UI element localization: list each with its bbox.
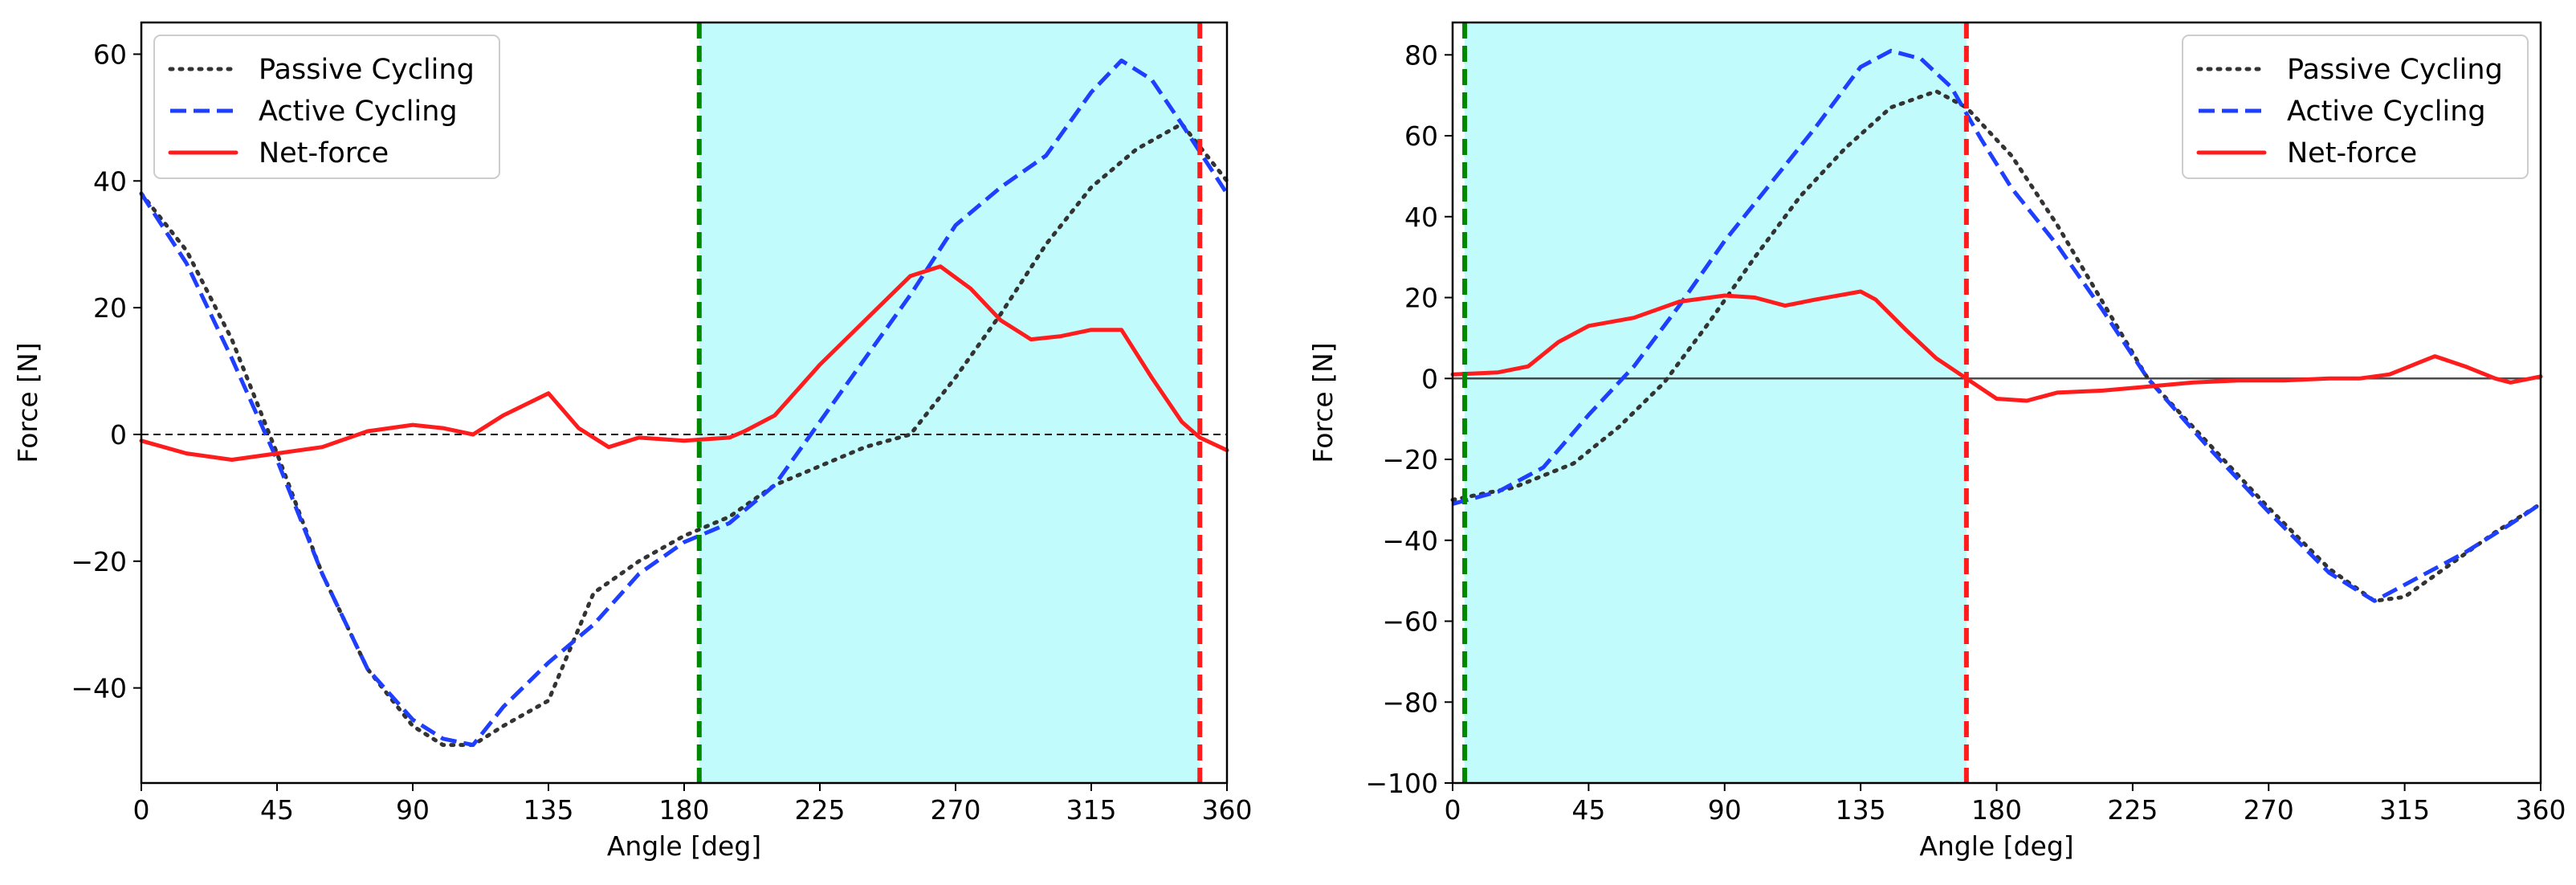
left-legend-label: Net-force	[259, 137, 389, 169]
right-x-tick-label: 225	[2107, 794, 2158, 826]
right-y-tick-label: −60	[1382, 606, 1438, 638]
left-x-tick-label: 0	[133, 794, 150, 826]
left-legend-label: Active Cycling	[259, 96, 458, 128]
right-x-tick-label: 0	[1445, 794, 1461, 826]
left-chart: 0 45 90 135 180 225 270 315 360 −40 −20 0 20 40 60 Angl…	[12, 21, 1253, 862]
right-x-tick-label: 135	[1836, 794, 1886, 826]
right-legend-box	[2182, 35, 2529, 179]
right-x-tick-label: 45	[1571, 794, 1605, 826]
right-chart: 0 45 90 135 180 225 270 315 360 −100 −80 −60 −40 −20 0…	[1307, 21, 2566, 862]
left-y-axis-title: Force [N]	[12, 342, 43, 463]
right-x-tick-label: 90	[1708, 794, 1742, 826]
left-x-axis-title: Angle [deg]	[607, 830, 761, 862]
right-series-net-line	[1450, 289, 2543, 403]
right-y-tick-label: 20	[1404, 283, 1438, 314]
left-x-tick-label: 315	[1066, 794, 1117, 826]
left-x-tick-label: 360	[1202, 794, 1253, 826]
left-x-tick-label: 270	[931, 794, 981, 826]
left-series-active-line	[139, 58, 1229, 748]
right-legend-label: Active Cycling	[2287, 96, 2486, 128]
left-x-tick-label: 45	[260, 794, 294, 826]
right-y-tick-label: −20	[1382, 444, 1438, 475]
left-series-net-line	[139, 264, 1229, 462]
left-legend-box	[153, 35, 500, 179]
left-legend-label: Passive Cycling	[259, 54, 475, 86]
right-shaded-region	[1465, 22, 1967, 783]
right-legend-label: Net-force	[2287, 137, 2417, 169]
left-shaded-region	[699, 22, 1200, 783]
right-y-tick-label: −80	[1382, 687, 1438, 718]
left-x-tick-label: 135	[524, 794, 574, 826]
left-legend: Passive Cycling Active Cycling Net-force	[153, 35, 500, 179]
right-series-active-line	[1452, 48, 2542, 603]
left-y-tick-label: 40	[93, 165, 127, 197]
right-x-tick-label: 180	[1971, 794, 2022, 826]
right-y-tick-label: −100	[1365, 768, 1438, 799]
left-y-tick-label: −40	[71, 673, 127, 704]
left-y-tick-label: −20	[71, 546, 127, 577]
right-series-passive-line	[1450, 89, 2543, 603]
right-legend-label: Passive Cycling	[2287, 54, 2503, 86]
right-y-axis-title: Force [N]	[1307, 342, 1339, 463]
left-x-tick-label: 90	[396, 794, 430, 826]
left-series-passive-line	[139, 121, 1229, 748]
left-y-tick-label: 60	[93, 39, 127, 70]
right-y-tick-label: 40	[1404, 202, 1438, 233]
right-x-tick-label: 270	[2244, 794, 2294, 826]
right-y-tick-label: −40	[1382, 525, 1438, 557]
right-y-tick-label: 60	[1404, 120, 1438, 152]
right-legend: Passive Cycling Active Cycling Net-force	[2182, 35, 2529, 179]
left-y-tick-label: 0	[110, 419, 127, 451]
left-y-tick-label: 20	[93, 292, 127, 324]
right-x-axis-title: Angle [deg]	[1919, 830, 2073, 862]
right-y-tick-label: 0	[1421, 363, 1438, 394]
left-x-tick-label: 225	[795, 794, 846, 826]
right-x-tick-label: 360	[2516, 794, 2566, 826]
left-x-tick-label: 180	[659, 794, 710, 826]
right-y-tick-label: 80	[1404, 39, 1438, 71]
right-x-tick-label: 315	[2379, 794, 2430, 826]
